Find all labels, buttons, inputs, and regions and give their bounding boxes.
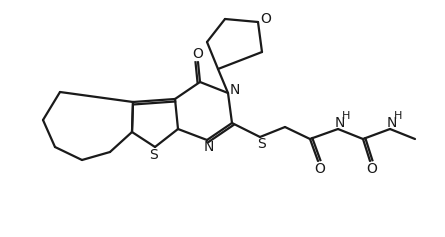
Text: S: S	[258, 137, 267, 151]
Text: N: N	[204, 140, 214, 154]
Text: O: O	[193, 47, 203, 61]
Text: O: O	[261, 12, 271, 26]
Text: H: H	[394, 111, 402, 121]
Text: O: O	[367, 162, 377, 176]
Text: H: H	[342, 111, 350, 121]
Text: N: N	[230, 83, 240, 97]
Text: N: N	[387, 116, 397, 130]
Text: S: S	[149, 148, 158, 162]
Text: N: N	[335, 116, 345, 130]
Text: O: O	[315, 162, 325, 176]
